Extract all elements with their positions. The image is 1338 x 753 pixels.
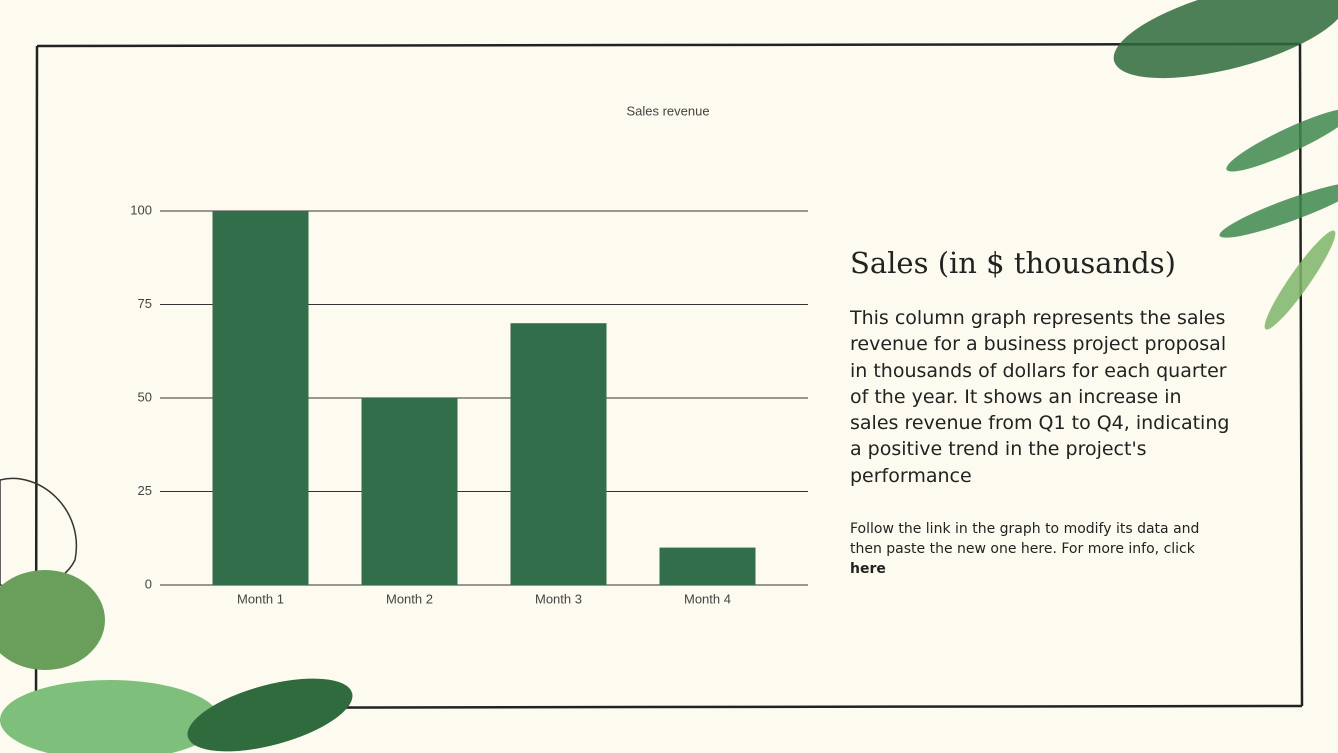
bar [212, 211, 309, 585]
y-tick-label: 0 [145, 576, 152, 591]
x-tick-label: Month 3 [535, 591, 582, 606]
chart-title: Sales revenue [626, 103, 709, 118]
x-tick-label: Month 4 [684, 591, 731, 606]
leaves-top-right [1113, 0, 1338, 330]
link[interactable]: here [850, 561, 886, 577]
y-tick-label: 100 [130, 202, 152, 217]
x-tick-label: Month 1 [237, 591, 284, 606]
note: Follow the link in the graph to modify i… [850, 519, 1230, 579]
description: This column graph represents the sales r… [850, 307, 1230, 487]
y-tick-label: 25 [138, 483, 152, 498]
bar [361, 398, 458, 585]
bar [510, 323, 607, 585]
y-tick-label: 75 [138, 296, 152, 311]
leaves-bottom-left [0, 477, 353, 753]
bar [659, 547, 756, 585]
frame [34, 42, 1304, 710]
y-tick-label: 50 [138, 389, 152, 404]
x-tick-label: Month 2 [386, 591, 433, 606]
note-text: Follow the link in the graph to modify i… [850, 521, 1200, 557]
heading: Sales (in $ thousands) [850, 246, 1176, 280]
